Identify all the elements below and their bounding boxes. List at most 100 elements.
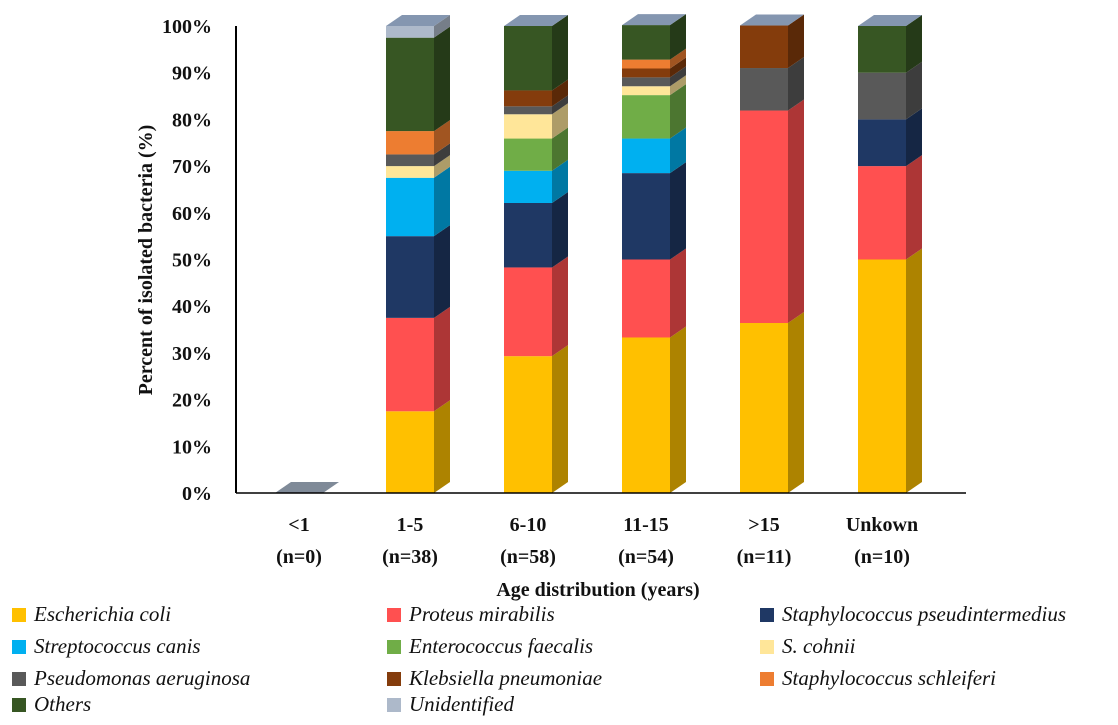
y-tick-label: 60% <box>172 203 212 225</box>
x-tick-label: 1-5 <box>397 514 424 536</box>
legend-swatch <box>12 698 26 712</box>
bar-top-face <box>740 14 804 26</box>
bar-segment-side <box>906 155 922 260</box>
bar-segment <box>740 110 788 324</box>
bar-segment <box>504 106 552 115</box>
y-tick-label: 80% <box>172 109 212 131</box>
bar-segment <box>504 356 552 493</box>
x-tick-label: Unkown <box>846 514 918 536</box>
bar-segment-side <box>788 99 804 324</box>
bar-segment-side <box>552 127 568 171</box>
x-tick-count-label: (n=11) <box>737 546 792 568</box>
y-tick-label: 70% <box>172 156 212 178</box>
bar-segment-side <box>434 400 450 493</box>
bar-segment-side <box>434 26 450 132</box>
legend-label: Escherichia coli <box>33 602 171 626</box>
bar-segment-side <box>552 159 568 203</box>
legend-swatch <box>387 640 401 654</box>
bar-segment <box>622 259 670 338</box>
bar-segment <box>386 411 434 493</box>
y-tick-label: 20% <box>172 390 212 412</box>
bar-segment <box>858 259 906 493</box>
bar-segment <box>386 131 434 155</box>
bar-segment-side <box>670 14 686 60</box>
legend-label: Klebsiella pneumoniae <box>408 666 602 690</box>
bar-segment <box>622 59 670 69</box>
y-axis-ticks: 0% 10% 20% 30% 40% 50% 60% 70% 80% 90% 100% <box>162 16 212 505</box>
bar-segment-side <box>670 66 686 87</box>
bar-segment <box>386 166 434 178</box>
bar-segment-side <box>670 57 686 78</box>
bar-segment-side <box>788 57 804 111</box>
y-tick-label: 50% <box>172 250 212 272</box>
bar-segment-side <box>434 306 450 412</box>
bar-segment <box>622 95 670 139</box>
bar-segment <box>504 202 552 268</box>
x-tick-label: >15 <box>748 514 779 536</box>
bar-segment <box>622 138 670 174</box>
legend-swatch <box>387 608 401 622</box>
y-tick-label: 90% <box>172 63 212 85</box>
bar-segment-side <box>788 312 804 493</box>
bar-segment <box>504 267 552 357</box>
bar-segment-side <box>670 84 686 139</box>
bar-segment-side <box>788 14 804 69</box>
bar-segment-side <box>434 15 450 38</box>
bar-segment-side <box>552 95 568 115</box>
bar-top-face <box>386 15 450 26</box>
legend-swatch <box>760 608 774 622</box>
bar-segment-side <box>434 166 450 237</box>
bar-segment <box>386 177 434 237</box>
x-tick-count-label: (n=0) <box>276 546 322 568</box>
bar-segment-side <box>670 48 686 69</box>
bar-segment-side <box>434 120 450 155</box>
bar-segment-side <box>552 256 568 357</box>
y-tick-label: 40% <box>172 296 212 318</box>
bar-segment <box>504 114 552 139</box>
bar-segment <box>622 77 670 87</box>
legend-swatch <box>387 672 401 686</box>
x-tick-count-label: (n=38) <box>382 546 438 568</box>
x-axis-categories: <1 (n=0) 1-5 (n=38) 6-10 (n=58) 11-15 (n=54) >15… <box>276 514 918 568</box>
legend-swatch <box>760 640 774 654</box>
bar-segment <box>386 154 434 167</box>
legend-swatch <box>387 698 401 712</box>
bar-segment <box>858 72 906 120</box>
x-tick-label: <1 <box>288 514 309 536</box>
bar-segment <box>740 323 788 493</box>
empty-bar-top <box>275 482 339 493</box>
legend-label: Unidentified <box>409 692 514 716</box>
legend-swatch <box>760 672 774 686</box>
bar-segment <box>504 26 552 91</box>
bars-layer <box>275 14 922 493</box>
bar-segment <box>386 26 434 38</box>
bar-segment-side <box>906 108 922 167</box>
bar-segment-side <box>552 15 568 91</box>
bar-segment-side <box>434 155 450 178</box>
bar-segment-side <box>670 162 686 260</box>
bar-top-face <box>622 14 686 26</box>
legend: Escherichia coli Proteus mirabilis Staphyl… <box>12 602 1066 716</box>
x-tick-label: 11-15 <box>623 514 669 536</box>
bar-segment-side <box>906 248 922 493</box>
legend-label: Staphylococcus schleiferi <box>782 666 996 690</box>
bar-segment <box>504 90 552 107</box>
bar-segment <box>386 236 434 318</box>
x-axis-title: Age distribution (years) <box>496 579 699 601</box>
bar-segment <box>858 119 906 167</box>
legend-label: Proteus mirabilis <box>408 602 555 626</box>
y-tick-label: 0% <box>182 483 212 505</box>
bar-segment-side <box>434 225 450 318</box>
legend-label: Pseudomonas aeruginosa <box>33 666 250 690</box>
bar-segment <box>504 170 552 203</box>
bar-segment-side <box>552 345 568 493</box>
bar-segment-side <box>552 79 568 107</box>
legend-label: Streptococcus canis <box>34 634 201 658</box>
bar-segment-side <box>906 15 922 73</box>
legend-label: Staphylococcus pseudintermedius <box>782 602 1066 626</box>
legend-label: Others <box>34 692 91 716</box>
bar-segment <box>622 173 670 260</box>
y-tick-label: 100% <box>162 16 212 38</box>
bar-segment <box>622 86 670 96</box>
